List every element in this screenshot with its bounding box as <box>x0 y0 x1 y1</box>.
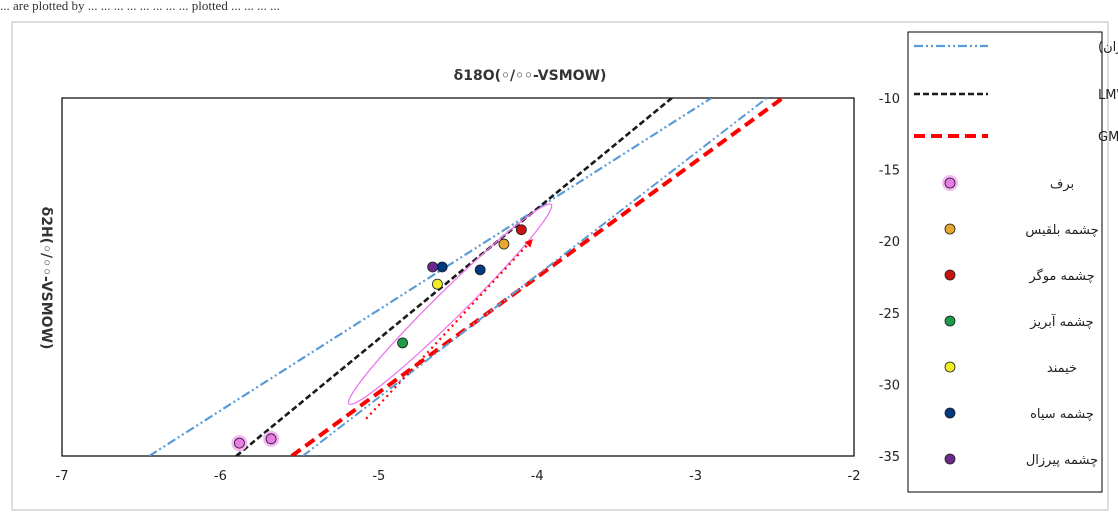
data-point-series-6-0 <box>427 261 439 273</box>
data-point-series-0-1 <box>265 433 277 445</box>
data-points <box>231 224 527 452</box>
cluster-ellipse <box>347 203 553 406</box>
legend-label: چشمه موگر <box>1028 268 1094 284</box>
line-1 <box>235 98 673 456</box>
regression-lines <box>148 98 784 456</box>
data-point-series-2-0 <box>515 224 527 236</box>
legend-marker-4 <box>944 361 956 373</box>
legend-marker-2 <box>944 269 956 281</box>
y-tick-label: -35 <box>879 450 900 465</box>
x-tick-label: -6 <box>214 469 227 484</box>
line-parallel <box>302 98 768 456</box>
y-tick-label: -15 <box>879 164 900 179</box>
data-point-series-1-0 <box>498 238 510 250</box>
legend-marker-3 <box>944 315 956 327</box>
legend-box <box>907 31 1103 493</box>
legend-label: چشمه آبریز <box>1029 313 1093 330</box>
legend-marker-1 <box>944 223 956 235</box>
data-point-series-0-0 <box>234 437 245 449</box>
y-tick-labels: -10 -15 -20 -25 -30 -35 <box>879 92 900 465</box>
data-point-series-5-0 <box>474 264 486 276</box>
legend-label: LMWL ( فرهادی و همکاران) <box>1098 40 1118 55</box>
x-tick-label: -7 <box>56 469 69 484</box>
legend-label: چشمه سیاه <box>1030 407 1094 422</box>
legend: LMWL ( فرهادی و همکاران) LMWL GMWL برف چشمه … <box>907 31 1118 493</box>
caption-fragment: ... are plotted by ... ... ... ... ... .… <box>0 0 280 13</box>
annotation-group <box>347 203 553 420</box>
data-point-series-4-0 <box>432 278 443 290</box>
legend-marker-5 <box>944 407 956 419</box>
x-tick-labels: -7 -6 -5 -4 -3 -2 <box>56 469 861 484</box>
x-tick-label: -3 <box>689 469 702 484</box>
trend-arrow <box>365 239 533 420</box>
legend-label: چشمه بلقیس <box>1025 223 1098 238</box>
x-tick-label: -4 <box>531 469 544 484</box>
legend-label: LMWL <box>1098 88 1118 103</box>
legend-label: برف <box>1050 177 1074 192</box>
legend-label: خیمند <box>1047 361 1077 376</box>
y-tick-label: -25 <box>879 307 900 322</box>
legend-marker-0 <box>944 177 956 189</box>
line-0 <box>148 98 713 456</box>
data-point-series-3-0 <box>397 337 408 349</box>
y-tick-label: -10 <box>879 92 900 107</box>
data-point-series-5-1 <box>436 261 448 273</box>
y-tick-label: -20 <box>879 235 900 250</box>
x-tick-label: -2 <box>848 469 861 484</box>
legend-label: چشمه پیرزال <box>1026 453 1098 468</box>
x-axis-title: δ18O(◦/◦◦-VSMOW) <box>454 68 607 84</box>
x-tick-label: -5 <box>372 469 385 484</box>
y-tick-label: -30 <box>879 378 900 393</box>
y-axis-title: δ2H(◦/◦◦-VSMOW) <box>38 207 54 350</box>
legend-marker-6 <box>944 453 956 465</box>
legend-label: GMWL <box>1098 130 1118 145</box>
